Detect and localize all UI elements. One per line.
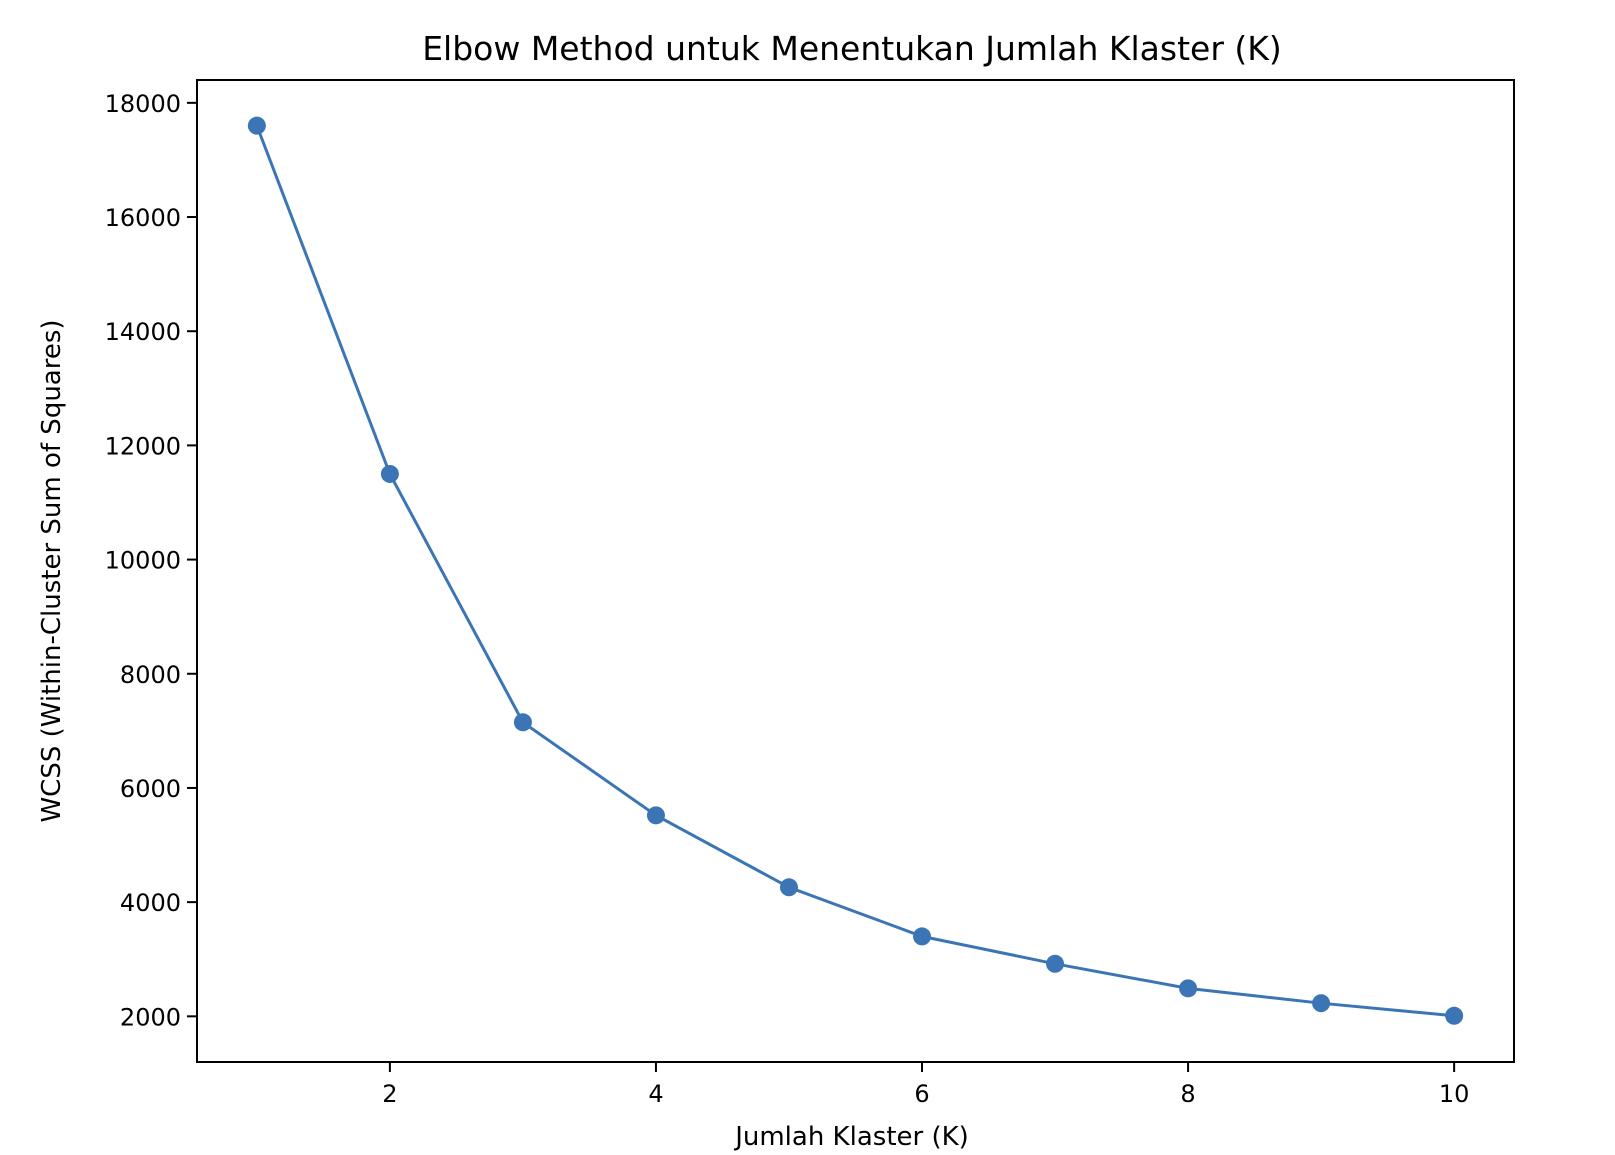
x-tick-label: 10 [1439, 1080, 1470, 1108]
plot-area: 2 4 6 8 10 2000 4000 6000 8000 10000 12000 14000 16… [105, 79, 1515, 1108]
x-axis-label: Jumlah Klaster (K) [733, 1122, 969, 1152]
series-wcss [247, 116, 1464, 1025]
data-point [913, 927, 932, 946]
y-tick-label: 2000 [120, 1003, 181, 1031]
series-line [255, 125, 1455, 1018]
data-point [380, 464, 399, 483]
data-point [1312, 994, 1331, 1013]
y-tick-label: 12000 [105, 432, 181, 460]
x-tick-label: 4 [648, 1080, 663, 1108]
x-tick-label: 6 [914, 1080, 929, 1108]
y-tick-label: 10000 [105, 547, 181, 575]
y-tick-label: 8000 [120, 661, 181, 689]
x-tick-label: 8 [1180, 1080, 1195, 1108]
y-tick-label: 18000 [105, 90, 181, 118]
data-point [247, 116, 266, 135]
data-point [1046, 954, 1065, 973]
data-point [1179, 979, 1198, 998]
plot-frame [196, 79, 1515, 1063]
chart-title: Elbow Method untuk Menentukan Jumlah Kla… [422, 29, 1282, 68]
data-point [646, 806, 665, 825]
y-tick-label: 6000 [120, 775, 181, 803]
y-tick-label: 14000 [105, 318, 181, 346]
data-point [779, 878, 798, 897]
y-axis-ticks: 2000 4000 6000 8000 10000 12000 14000 16000 1800… [105, 90, 197, 1031]
data-point [1445, 1006, 1464, 1025]
y-tick-label: 4000 [120, 889, 181, 917]
x-tick-label: 2 [382, 1080, 397, 1108]
y-axis-label: WCSS (Within-Cluster Sum of Squares) [37, 319, 67, 822]
data-point [513, 713, 532, 732]
x-axis-ticks: 2 4 6 8 10 [382, 1062, 1469, 1108]
y-tick-label: 16000 [105, 204, 181, 232]
